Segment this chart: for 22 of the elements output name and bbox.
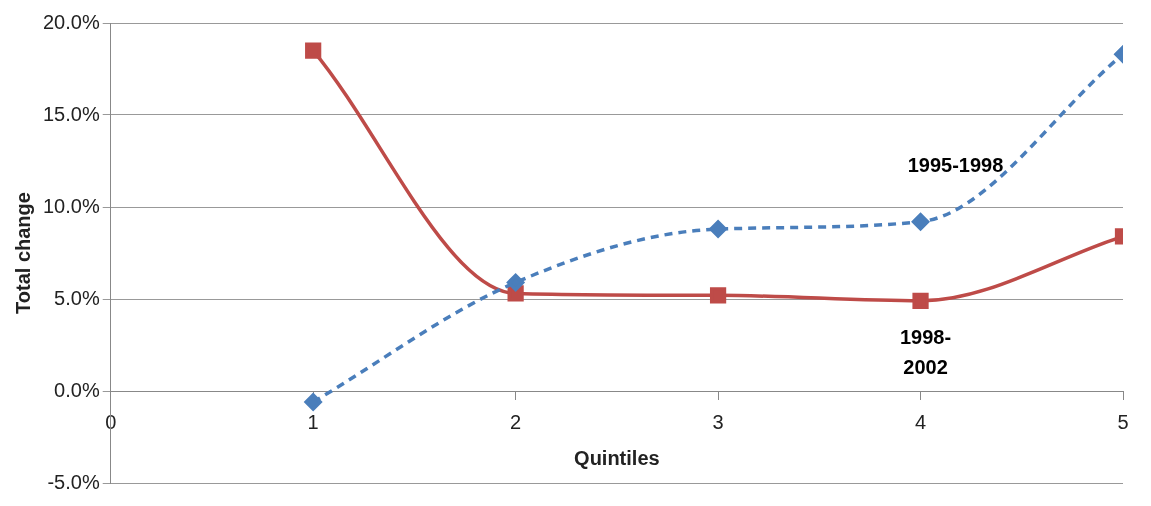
x-tick-label: 4 xyxy=(914,410,927,433)
point xyxy=(709,287,727,304)
x-tick-label: 5 xyxy=(1117,410,1129,433)
series-label: 1995-1998 xyxy=(907,154,1004,177)
point xyxy=(911,212,930,231)
point xyxy=(305,42,322,59)
y-tick-label: 5.0% xyxy=(54,286,100,309)
y-axis-title: Total change xyxy=(11,192,34,314)
point xyxy=(304,393,322,411)
x-tick-label: 1 xyxy=(307,410,319,433)
x-axis-title: Quintiles xyxy=(574,446,660,469)
x-tick-label: 3 xyxy=(712,410,724,433)
y-tick-label: 10.0% xyxy=(42,194,100,217)
y-tick-label: 0.0% xyxy=(54,378,100,401)
series-label: 1998-2002 xyxy=(899,326,952,379)
y-tick-label: -5.0% xyxy=(47,470,100,493)
x-tick-label: 2 xyxy=(510,410,522,433)
point xyxy=(506,273,525,292)
point xyxy=(709,220,727,238)
point xyxy=(912,292,929,309)
y-tick-label: 20.0% xyxy=(42,10,100,33)
y-tick-label: 15.0% xyxy=(42,102,100,125)
